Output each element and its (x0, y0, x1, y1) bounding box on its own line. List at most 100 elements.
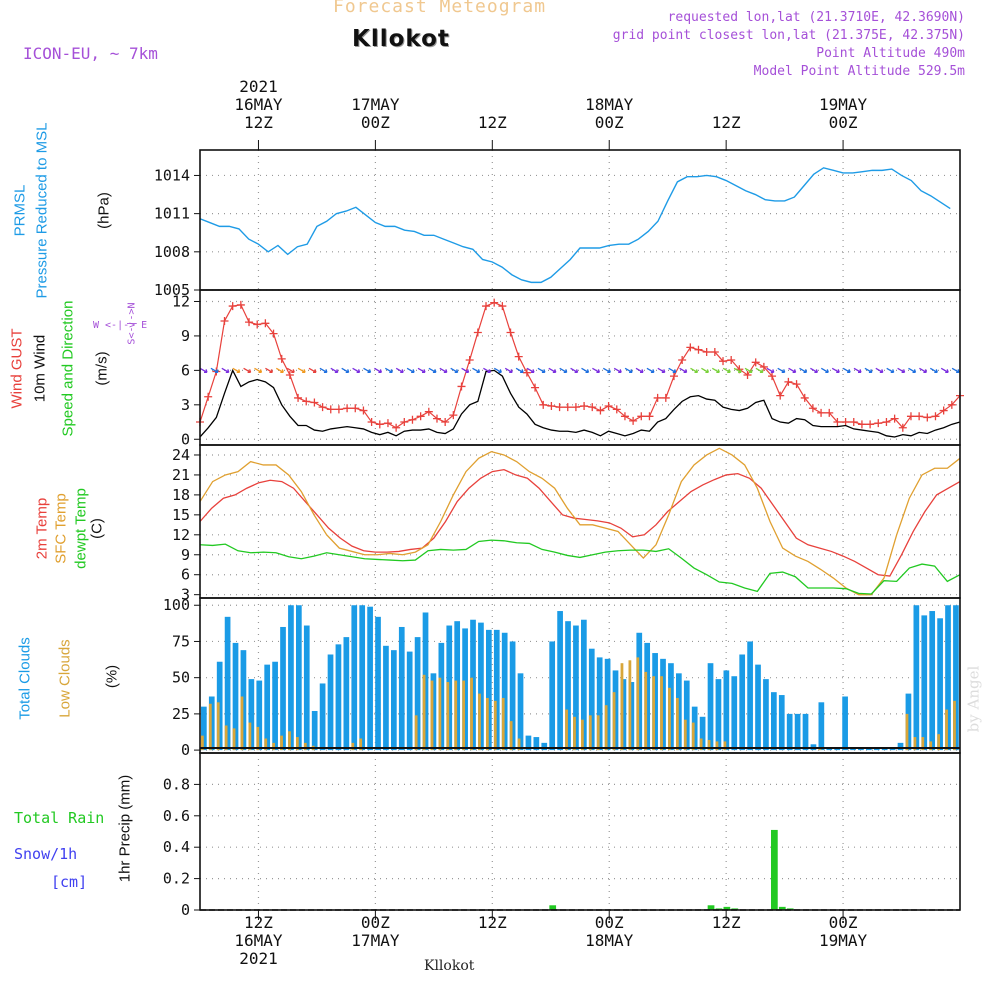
gust-marker (825, 408, 834, 417)
total-cloud-bar (636, 632, 643, 751)
low-cloud-bar (573, 716, 576, 751)
gust-marker (915, 412, 924, 421)
time-label-top: 12Z (244, 113, 273, 132)
total-cloud-bar (707, 663, 714, 751)
wind-direction-arrow (810, 367, 819, 374)
low-cloud-bar (414, 715, 418, 751)
low-cloud-bar (715, 741, 719, 751)
low-cloud-bar (272, 742, 276, 751)
pressure-line (199, 167, 951, 284)
wind-direction-arrow (308, 367, 317, 374)
time-label-bottom: 2021 (239, 949, 278, 968)
rain-bar (723, 906, 731, 910)
gust-marker (727, 356, 736, 365)
low-cloud-bar (905, 713, 909, 751)
low-cloud-bar (462, 680, 466, 751)
wind-direction-arrow (548, 367, 557, 374)
wind-direction-arrow (897, 367, 906, 374)
y-tick-label: 3 (181, 396, 190, 414)
gust-marker (882, 418, 891, 427)
time-label-bottom: 16MAY (234, 931, 283, 950)
total-cloud-bar (327, 654, 334, 751)
gust-marker (285, 370, 294, 379)
wind-direction-arrow (788, 367, 797, 374)
gust-marker (531, 383, 540, 392)
gust-marker (604, 401, 613, 410)
panel-frame (199, 752, 961, 911)
total-cloud-bar (501, 632, 508, 751)
gust-marker (923, 413, 932, 422)
total-cloud-bar (929, 611, 936, 751)
gust-marker (547, 401, 556, 410)
low-cloud-bar (280, 735, 283, 751)
gust-marker (498, 302, 507, 311)
gust-marker (294, 393, 303, 402)
total-cloud-bar (747, 641, 753, 751)
wind-direction-arrow (504, 367, 513, 374)
total-cloud-bar (478, 622, 484, 751)
low-cloud-bar (945, 709, 948, 751)
wind-direction-arrow (384, 367, 393, 374)
total-cloud-bar (311, 710, 318, 751)
gust-marker (751, 358, 760, 367)
total-cloud-bar (715, 679, 722, 751)
wind-direction-arrow (646, 367, 655, 374)
y-tick-label: 6 (181, 361, 190, 379)
total-cloud-bar (612, 670, 619, 751)
low-cloud-bar (620, 663, 624, 751)
total-cloud-bar (422, 612, 429, 751)
gust-marker (392, 423, 401, 432)
total-cloud-bar (644, 642, 651, 751)
gust-marker (457, 382, 466, 391)
y-tick-label: 21 (172, 466, 190, 484)
total-cloud-bar (319, 683, 326, 751)
total-cloud-bar (303, 625, 310, 751)
gust-marker (620, 412, 629, 421)
gust-marker (596, 406, 605, 415)
total-cloud-bar (850, 748, 856, 751)
gust-marker (408, 415, 417, 424)
total-cloud-bar (842, 696, 848, 751)
wind-direction-arrow (842, 367, 851, 374)
wind-direction-arrow (461, 367, 470, 374)
gust-marker (857, 420, 866, 429)
grid-point-coords: grid point closest lon,lat (21.375E, 42.… (612, 28, 965, 43)
y-tick-label: 3 (181, 586, 190, 604)
gust-marker (245, 318, 254, 327)
time-label-bottom: 00Z (829, 913, 858, 932)
low-cloud-bar (517, 738, 521, 751)
total-cloud-bar (486, 629, 492, 751)
total-cloud-bar (565, 621, 571, 751)
total-cloud-bar (588, 648, 595, 751)
gust-marker (653, 393, 662, 402)
footer-location: Kllokot (424, 958, 475, 974)
total-cloud-bar (683, 680, 690, 751)
wind-direction-arrow (853, 367, 862, 374)
total-cloud-bar (604, 658, 611, 751)
gust-marker (539, 400, 548, 409)
total-cloud-bar (343, 637, 350, 751)
low-cloud-bar (636, 657, 640, 751)
total-cloud-bar (359, 605, 366, 751)
wind-direction-arrow (374, 367, 383, 374)
low-cloud-bar (929, 741, 933, 751)
gust-marker (326, 405, 335, 414)
low-cloud-bar (604, 705, 608, 751)
total-cloud-bar (264, 664, 271, 751)
point-altitude: Point Altitude 490m (816, 46, 965, 61)
total-cloud-bar (858, 748, 864, 751)
total-cloud-bar (541, 742, 548, 751)
gust-marker (261, 319, 270, 328)
total-cloud-bar (351, 605, 358, 751)
panel-frame (199, 149, 961, 291)
total-cloud-bar (533, 737, 540, 751)
wind-direction-arrow (766, 367, 775, 374)
model-label: ICON-EU, ~ 7km (23, 44, 158, 63)
y-tick-label: 18 (172, 486, 190, 504)
gust-marker (220, 317, 229, 325)
total-cloud-bar (454, 621, 461, 751)
gust-marker (416, 412, 425, 421)
gust-marker (800, 393, 809, 402)
total-cloud-bar (905, 693, 912, 751)
